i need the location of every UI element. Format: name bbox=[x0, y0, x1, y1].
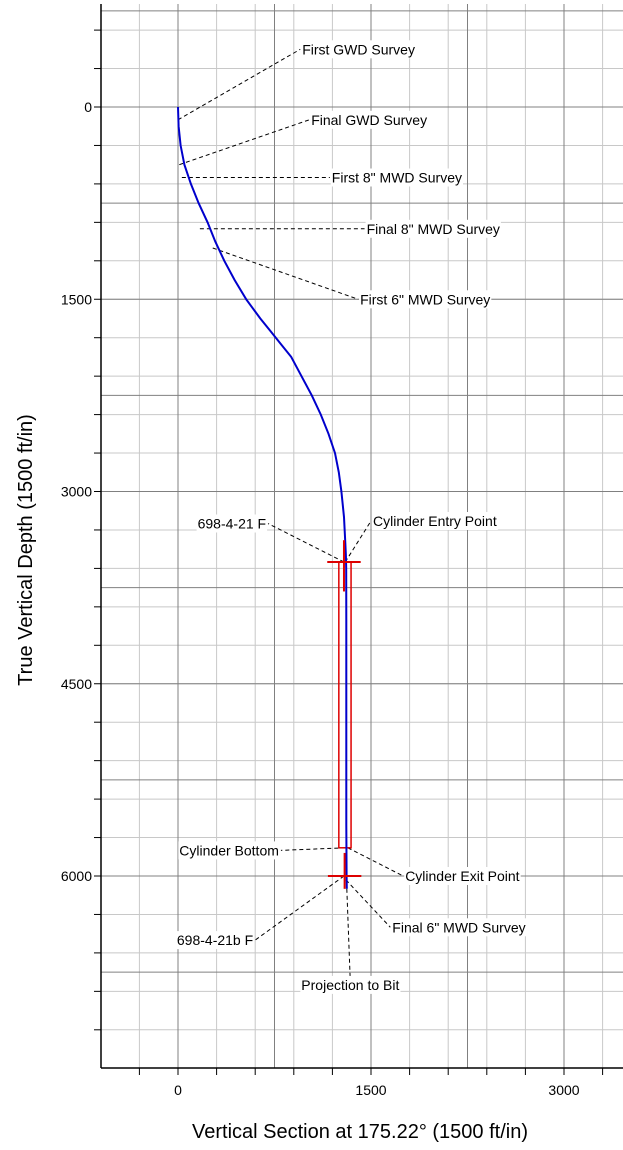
y-tick-label: 0 bbox=[84, 99, 92, 115]
annotation-label-background bbox=[175, 931, 255, 950]
annotation-label: Final 6" MWD Survey bbox=[392, 919, 525, 935]
annotation-label: First 8" MWD Survey bbox=[332, 169, 462, 185]
annotation-label-background bbox=[365, 219, 501, 238]
annotation-label: Cylinder Bottom bbox=[179, 842, 279, 858]
axis-ticks: 0 1500 3000 0 1500 3000 4500 6000 bbox=[61, 29, 604, 1098]
annotation-label-background bbox=[359, 290, 492, 309]
annotation-leader-line bbox=[344, 520, 372, 563]
y-axis-title: True Vertical Depth (1500 ft/in) bbox=[15, 414, 37, 686]
annotation-leader-line bbox=[212, 247, 359, 300]
x-tick-label: 0 bbox=[174, 1082, 182, 1098]
annotation-leader-line bbox=[254, 875, 345, 941]
annotation-label: Final 8" MWD Survey bbox=[367, 221, 500, 237]
annotation-label: First GWD Survey bbox=[302, 41, 415, 57]
y-tick-label: 4500 bbox=[61, 676, 92, 692]
annotation-label: Cylinder Exit Point bbox=[405, 868, 519, 884]
annotation-labels: First GWD Survey Final GWD Survey First 8"… bbox=[175, 40, 527, 994]
annotation-leader-line bbox=[267, 523, 345, 563]
y-tick-label: 6000 bbox=[61, 868, 92, 884]
target-marker bbox=[327, 540, 361, 592]
annotation-label: 698-4-21 F bbox=[198, 516, 266, 532]
annotation-leader-line bbox=[179, 119, 310, 166]
annotation-leader-line bbox=[280, 847, 346, 851]
annotation-label-background bbox=[301, 40, 416, 59]
annotation-leader-line bbox=[177, 48, 301, 121]
x-axis-title: Vertical Section at 175.22° (1500 ft/in) bbox=[192, 1121, 528, 1143]
x-tick-label: 1500 bbox=[355, 1082, 386, 1098]
y-tick-label: 1500 bbox=[61, 291, 92, 307]
y-tick-label: 3000 bbox=[61, 484, 92, 500]
annotation-label: First 6" MWD Survey bbox=[360, 291, 490, 307]
annotation-label: 698-4-21b F bbox=[177, 932, 253, 948]
x-tick-label: 3000 bbox=[548, 1082, 579, 1098]
annotation-label-background bbox=[300, 975, 401, 994]
annotation-leaders bbox=[177, 48, 404, 985]
well-path-line bbox=[177, 106, 348, 889]
annotation-label-background bbox=[391, 918, 527, 937]
annotation-leader-line bbox=[346, 888, 351, 985]
annotation-label-background bbox=[404, 867, 521, 885]
annotation-label-background bbox=[310, 110, 429, 129]
annotation-label: Cylinder Entry Point bbox=[373, 513, 497, 529]
target-markers bbox=[327, 540, 362, 889]
annotation-label: Final GWD Survey bbox=[311, 112, 427, 128]
annotation-label-background bbox=[330, 168, 463, 187]
annotation-leader-line bbox=[345, 879, 391, 928]
annotation-label-background bbox=[372, 512, 498, 530]
series bbox=[177, 106, 348, 889]
annotation-label: Projection to Bit bbox=[301, 977, 399, 993]
target-marker bbox=[327, 852, 362, 889]
annotation-label-background bbox=[196, 514, 268, 533]
annotation-label-background bbox=[178, 841, 280, 860]
axes bbox=[100, 4, 623, 1069]
annotation-leader-line bbox=[347, 847, 404, 877]
